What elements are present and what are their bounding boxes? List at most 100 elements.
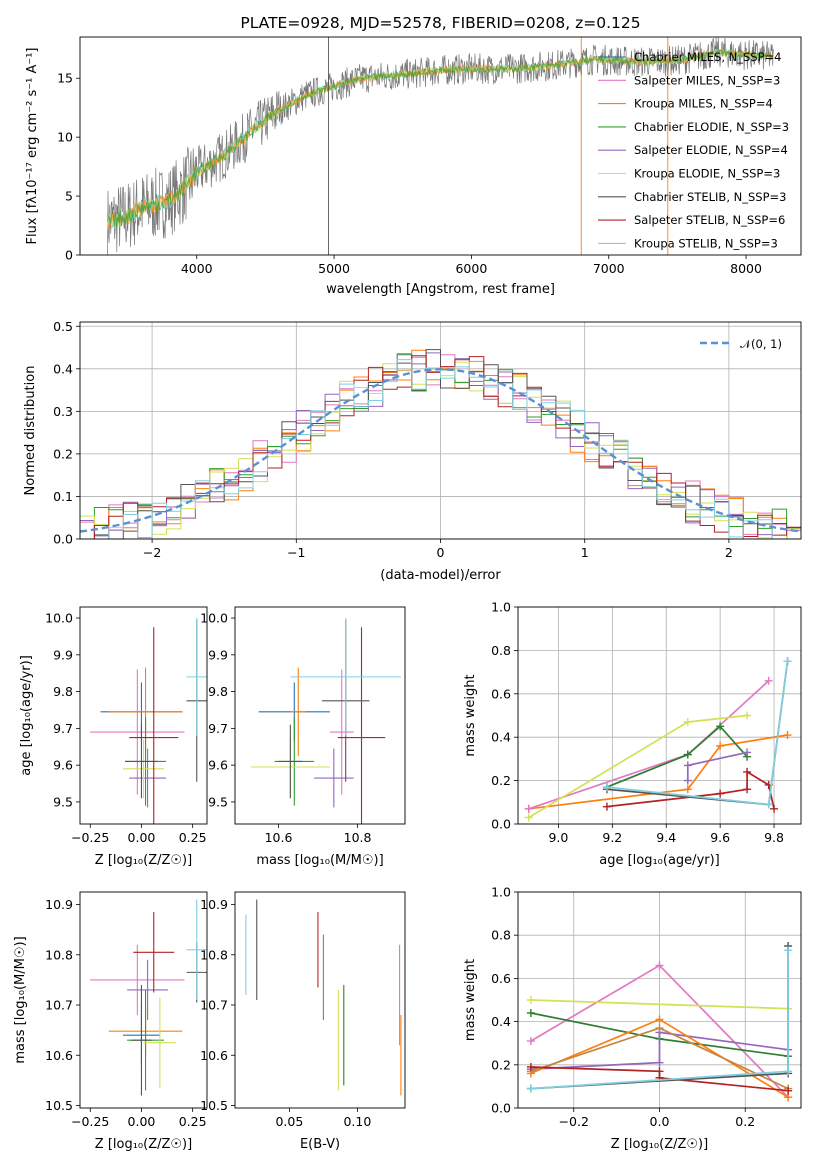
axes-frame <box>234 891 406 1109</box>
legend-label: Salpeter MILES, N_SSP=3 <box>634 73 780 87</box>
x-tick-label: −2 <box>143 545 161 560</box>
axes-frame <box>517 606 802 825</box>
y-tick-label: 0.3 <box>53 404 73 419</box>
legend-label: Kroupa ELODIE, N_SSP=3 <box>634 167 780 181</box>
error-point <box>186 899 207 1000</box>
series-marker <box>683 785 692 794</box>
x-axis-label: wavelength [Angstrom, rest frame] <box>326 282 555 297</box>
series-line <box>606 661 789 806</box>
series-marker <box>716 741 725 750</box>
series-marker <box>526 1062 535 1071</box>
y-tick-label: 10.8 <box>45 947 73 962</box>
y-tick-label: 0.2 <box>53 446 73 461</box>
y-tick-label: 9.5 <box>208 794 228 809</box>
x-tick-label: 4000 <box>181 261 213 276</box>
series-marker <box>784 946 793 955</box>
x-axis-label: age [log₁₀(age/yr)] <box>599 853 720 868</box>
x-tick-label: 6000 <box>455 261 487 276</box>
x-tick-label: 10.6 <box>265 830 293 845</box>
axes-frame <box>234 606 406 825</box>
plot-area <box>90 618 207 824</box>
error-point <box>131 984 152 1096</box>
y-tick-label: 10.7 <box>45 998 73 1013</box>
x-tick-label: 0.0 <box>650 1114 670 1129</box>
x-tick-label: 5000 <box>318 261 350 276</box>
x-tick-label: 0.00 <box>128 830 156 845</box>
y-tick-label: 10.0 <box>45 611 73 626</box>
legend-label: Salpeter STELIB, N_SSP=6 <box>634 213 785 227</box>
y-tick-label: 9.8 <box>208 684 228 699</box>
error-point <box>278 724 303 799</box>
x-axis-label: Z [log₁₀(Z/Z☉)] <box>95 1137 192 1152</box>
legend: Chabrier MILES, N_SSP=4 Salpeter MILES, N… <box>598 50 789 250</box>
series-marker <box>655 961 664 970</box>
y-tick-label: 0.1 <box>53 489 73 504</box>
y-tick-label: 10.0 <box>200 611 228 626</box>
y-tick-label: 10.8 <box>200 947 228 962</box>
x-tick-label: 10.8 <box>344 830 372 845</box>
y-axis-label: mass [log₁₀(M/M☉)] <box>13 936 28 1063</box>
y-tick-label: 0.4 <box>491 1014 511 1029</box>
y-tick-label: 1.0 <box>491 885 511 900</box>
error-point <box>290 667 307 756</box>
y-tick-label: 0.8 <box>491 643 511 658</box>
plot-area <box>526 942 793 1102</box>
x-tick-label: −0.25 <box>71 830 109 845</box>
x-tick-label: 8000 <box>730 261 762 276</box>
series-marker <box>743 767 752 776</box>
x-axis-label: Z [log₁₀(Z/Z☉)] <box>95 853 192 868</box>
legend-label: Chabrier STELIB, N_SSP=3 <box>634 190 786 204</box>
series-line <box>530 1031 789 1070</box>
y-tick-label: 0 <box>65 248 73 263</box>
y-tick-label: 0.0 <box>53 532 73 547</box>
series <box>602 657 792 809</box>
chart-age-vs-mass: 10.6 10.8 9.5 9.6 9.7 9.8 9.9 10.0 mass [log₁₀(M… <box>200 606 406 868</box>
error-point <box>133 912 175 993</box>
y-tick-label: 10.6 <box>45 1048 73 1063</box>
series <box>602 657 792 809</box>
series <box>526 996 793 1013</box>
error-point <box>129 748 167 808</box>
error-point <box>90 944 185 1016</box>
grid <box>518 606 801 825</box>
y-tick-label: 10.6 <box>200 1048 228 1063</box>
legend-label: Salpeter ELODIE, N_SSP=4 <box>634 143 788 157</box>
x-axis-label: Z [log₁₀(Z/Z☉)] <box>611 1137 708 1152</box>
y-tick-label: 1.0 <box>491 600 511 615</box>
y-tick-label: 9.9 <box>53 647 73 662</box>
series-marker <box>716 722 725 731</box>
chart-title: PLATE=0928, MJD=52578, FIBERID=0208, z=0… <box>240 14 640 32</box>
chart-mass-weight-vs-Z: −0.2 0.0 0.2 0.0 0.2 0.4 0.6 0.8 1.0 Z [log₁₀(Z/Z… <box>463 885 802 1152</box>
series-marker <box>526 996 535 1004</box>
error-point <box>127 959 169 1021</box>
y-tick-label: 0.2 <box>491 1057 511 1072</box>
y-tick-label: 10 <box>57 130 73 145</box>
x-tick-label: 0.25 <box>179 830 207 845</box>
x-tick-label: 0.2 <box>735 1114 755 1129</box>
x-tick-label: −1 <box>287 545 305 560</box>
series <box>526 1062 793 1095</box>
y-tick-label: 10.9 <box>45 897 73 912</box>
series-line <box>528 734 788 810</box>
series <box>526 946 793 1093</box>
series-marker <box>524 813 533 822</box>
series-marker <box>764 676 773 685</box>
series-marker <box>716 789 725 798</box>
error-point <box>290 618 402 736</box>
plot-area <box>107 37 774 255</box>
series-marker <box>655 1024 664 1033</box>
x-tick-label: −0.25 <box>71 1114 109 1129</box>
series-marker <box>683 718 692 727</box>
x-tick-label: −0.2 <box>559 1114 589 1129</box>
axes-frame <box>79 36 802 256</box>
x-tick-label: 9.6 <box>710 830 730 845</box>
y-tick-label: 0.4 <box>53 361 73 376</box>
series-line <box>606 770 775 809</box>
plot-area <box>80 349 801 539</box>
y-tick-label: 0.6 <box>491 686 511 701</box>
series-marker <box>655 1015 664 1024</box>
series-marker <box>743 785 752 794</box>
series-line <box>530 999 789 1010</box>
y-tick-label: 9.6 <box>208 758 228 773</box>
plot-area <box>245 899 402 1096</box>
